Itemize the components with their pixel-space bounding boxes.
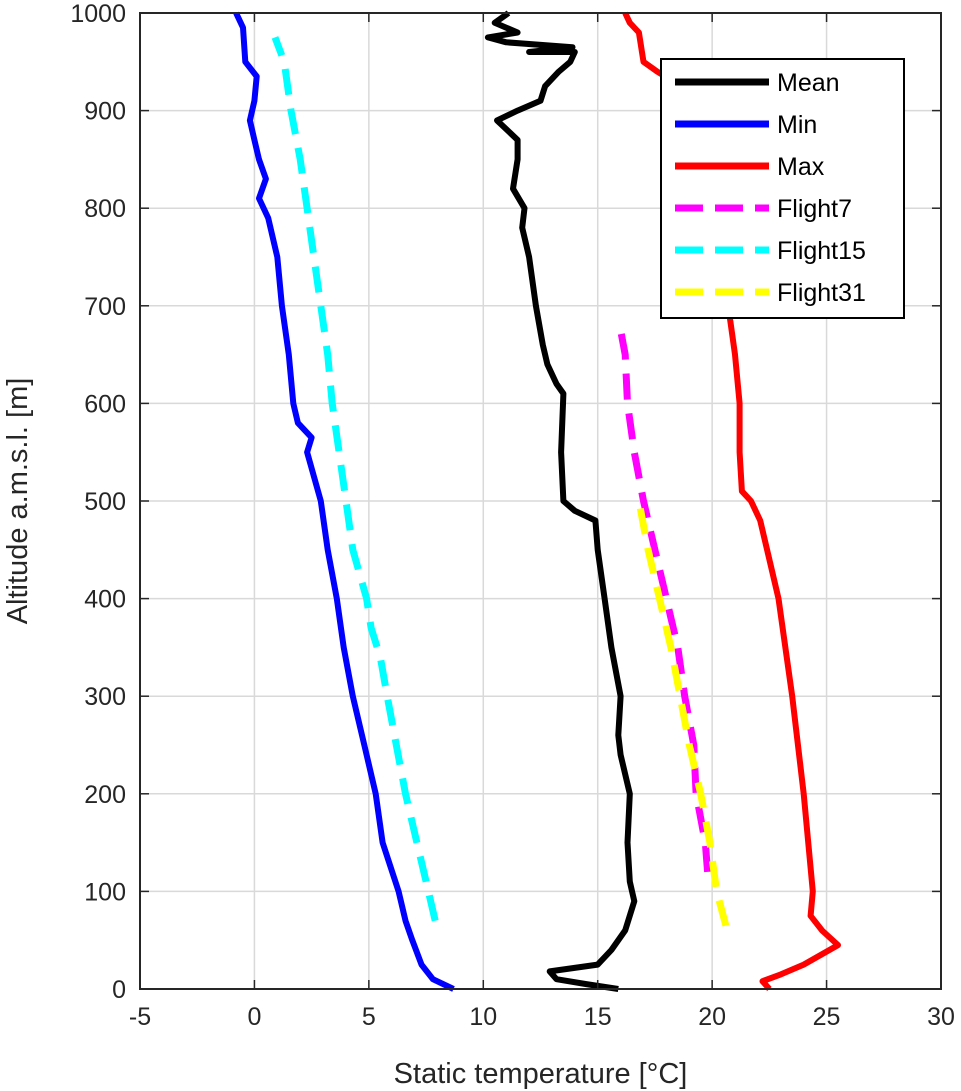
x-tick-label: 25 [813,1003,841,1031]
y-tick-label: 300 [84,683,126,711]
y-tick-label: 200 [84,781,126,809]
x-axis-label: Static temperature [°C] [394,1058,688,1090]
legend-label-flight7: Flight7 [777,195,852,223]
grid [140,13,941,989]
x-tick-label: -5 [129,1003,151,1031]
y-tick-label: 1000 [70,0,126,28]
series-line-min [233,11,455,992]
x-tick-label: 0 [247,1003,261,1031]
axis-ticks [139,12,942,990]
y-tick-label: 900 [84,98,126,126]
x-tick-label: 15 [584,1003,612,1031]
y-tick-labels: 0 100 200 300 400 500 600 700 800 900 1000 [70,0,126,1004]
x-tick-labels: -5 0 5 10 15 20 25 30 [129,1003,955,1031]
legend-label-mean: Mean [777,69,840,97]
x-tick-label: 5 [362,1003,376,1031]
y-tick-label: 600 [84,390,126,418]
y-axis-label: Altitude a.m.s.l. [m] [2,378,34,625]
legend-box [660,58,905,319]
y-tick-label: 400 [84,586,126,614]
x-tick-label: 20 [698,1003,726,1031]
legend-label-max: Max [777,153,825,181]
legend[interactable]: Mean Min Max Flight7 Flight15 Flight31 [660,58,905,319]
x-tick-label: 10 [469,1003,497,1031]
legend-label-min: Min [777,111,817,139]
y-tick-label: 100 [84,878,126,906]
y-tick-label: 800 [84,195,126,223]
series-line-mean [484,10,638,992]
x-tick-label: 30 [927,1003,955,1031]
legend-label-flight15: Flight15 [777,237,866,265]
y-tick-label: 0 [112,976,126,1004]
legend-label-flight31: Flight31 [777,279,866,307]
series-line-flight31 [635,500,730,927]
y-tick-label: 700 [84,293,126,321]
y-tick-label: 500 [84,488,126,516]
